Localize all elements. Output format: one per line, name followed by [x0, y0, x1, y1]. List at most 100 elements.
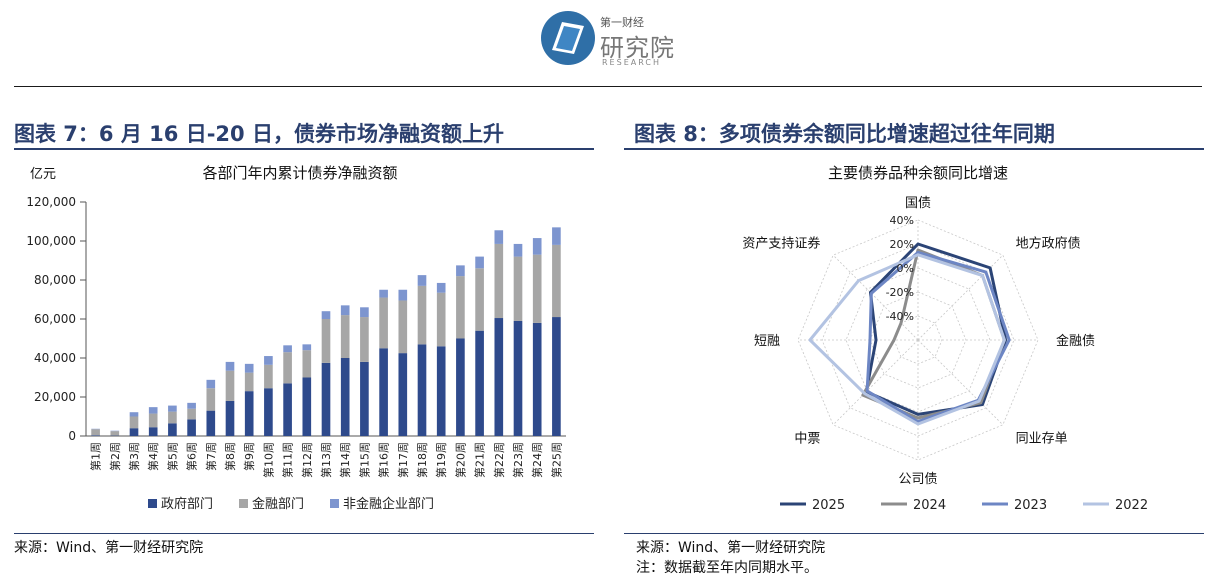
bar-segment-3 — [225, 361, 235, 371]
bar-segment-3 — [552, 227, 561, 245]
category-label: 地方政府债 — [1016, 235, 1081, 251]
radial-tick-label: 0% — [897, 262, 914, 275]
legend-swatch-3 — [330, 499, 339, 508]
bar-segment-3 — [360, 307, 369, 318]
bar-segment-2 — [321, 319, 331, 363]
x-tick-label: 第20周 — [453, 442, 467, 478]
x-tick-label: 第23周 — [511, 442, 525, 478]
logo-sub-text: RESEARCH — [602, 58, 661, 67]
left-y-unit-label: 亿元 — [30, 167, 56, 182]
radar-spoke — [917, 254, 1004, 341]
x-tick-label: 第21周 — [473, 442, 487, 478]
bar-segment-1 — [283, 383, 292, 436]
bar-segment-2 — [417, 285, 427, 345]
bar-segment-3 — [475, 256, 484, 269]
bar-segment-3 — [264, 356, 273, 365]
bar-segment-2 — [91, 429, 100, 436]
category-label: 同业存单 — [1016, 432, 1068, 447]
series-line-2023 — [865, 250, 1011, 424]
radial-tick-label: 20% — [890, 238, 914, 251]
bar-segment-3 — [456, 265, 465, 277]
bar-segment-2 — [283, 352, 292, 384]
bar-segment-3 — [129, 412, 139, 417]
bar-segment-1 — [244, 391, 254, 436]
bar-segment-2 — [475, 268, 484, 331]
logo-emblem-icon — [541, 11, 595, 65]
x-tick-label: 第13周 — [319, 442, 333, 478]
legend-label-2025: 2025 — [812, 498, 845, 513]
bar-segment-1 — [513, 320, 523, 436]
bar-segment-1 — [129, 428, 139, 436]
bar-segment-2 — [532, 254, 542, 323]
bar-segment-2 — [264, 364, 273, 389]
bar-segment-1 — [456, 338, 465, 436]
header-divider — [14, 86, 1202, 87]
category-label: 资产支持证券 — [742, 235, 820, 251]
bar-segment-2 — [110, 431, 120, 436]
bar-segment-3 — [302, 344, 312, 351]
x-tick-label: 第22周 — [492, 442, 506, 478]
bar-segment-2 — [436, 292, 446, 347]
category-label: 金融债 — [1056, 333, 1095, 349]
bar-segment-2 — [398, 300, 408, 354]
series-line-2022 — [808, 253, 1006, 426]
radar-spoke — [832, 254, 919, 341]
bar-segment-2 — [148, 413, 158, 428]
bar-segment-1 — [206, 410, 216, 436]
bar-segment-3 — [340, 305, 350, 316]
y-tick-label: 60,000 — [34, 312, 76, 326]
category-label: 国债 — [905, 196, 931, 211]
radar-grid-ring — [797, 219, 1039, 461]
left-source: 来源：Wind、第一财经研究院 — [14, 540, 204, 556]
x-tick-label: 第1周 — [89, 442, 103, 471]
bar-segment-2 — [225, 370, 235, 401]
bar-segment-3 — [436, 282, 446, 293]
bar-segment-2 — [494, 243, 504, 319]
bar-segment-1 — [494, 318, 504, 436]
bar-segment-2 — [187, 408, 196, 420]
bar-segment-2 — [360, 317, 369, 362]
category-label: 公司债 — [898, 472, 937, 487]
bar-segment-1 — [187, 419, 196, 436]
right-source-rule — [624, 533, 1204, 534]
logo-big-text: 研究院 — [600, 34, 675, 62]
bar-segment-3 — [206, 379, 216, 389]
y-tick-label: 20,000 — [34, 390, 76, 404]
bar-segment-1 — [532, 322, 542, 436]
x-tick-label: 第17周 — [396, 442, 410, 478]
bar-segment-3 — [532, 238, 542, 255]
bar-segment-1 — [321, 362, 331, 436]
bar-segment-1 — [340, 358, 350, 436]
legend-swatch-2 — [239, 499, 248, 508]
bar-segment-1 — [302, 377, 312, 436]
bar-segment-1 — [168, 423, 177, 436]
x-tick-label: 第4周 — [146, 442, 160, 471]
x-tick-label: 第9周 — [242, 442, 256, 471]
left-figure-heading: 图表 7：6 月 16 日-20 日，债券市场净融资额上升 — [14, 122, 504, 146]
bar-segment-1 — [148, 427, 158, 436]
bar-segment-3 — [321, 311, 331, 319]
radial-tick-label: 40% — [890, 214, 914, 227]
bar-segment-1 — [225, 400, 235, 436]
y-tick-label: 80,000 — [34, 273, 76, 287]
x-tick-label: 第15周 — [357, 442, 371, 478]
y-tick-label: 40,000 — [34, 351, 76, 365]
bar-segment-2 — [206, 388, 216, 411]
bar-segment-1 — [436, 346, 446, 436]
x-tick-label: 第6周 — [185, 442, 199, 471]
left-chart: 各部门年内累计债券净融资额 亿元 0 20,000 40,000 60,000 80,000… — [26, 164, 566, 512]
bar-segment-3 — [379, 289, 388, 298]
bar-segment-2 — [244, 372, 254, 392]
x-tick-label: 第3周 — [127, 442, 141, 471]
bar-segment-3 — [513, 243, 523, 257]
bar-segment-1 — [475, 330, 484, 436]
right-note: 注：数据截至年内同期水平。 — [636, 560, 818, 576]
x-tick-label: 第2周 — [108, 442, 122, 471]
radar-spoke — [917, 339, 1004, 426]
radial-tick-label: -40% — [886, 310, 914, 323]
right-figure-heading: 图表 8：多项债券余额同比增速超过往年同期 — [634, 122, 1055, 146]
x-tick-label: 第8周 — [223, 442, 237, 471]
x-tick-label: 第14周 — [338, 442, 352, 478]
bar-segment-1 — [91, 435, 100, 436]
bar-segment-3 — [494, 230, 504, 244]
